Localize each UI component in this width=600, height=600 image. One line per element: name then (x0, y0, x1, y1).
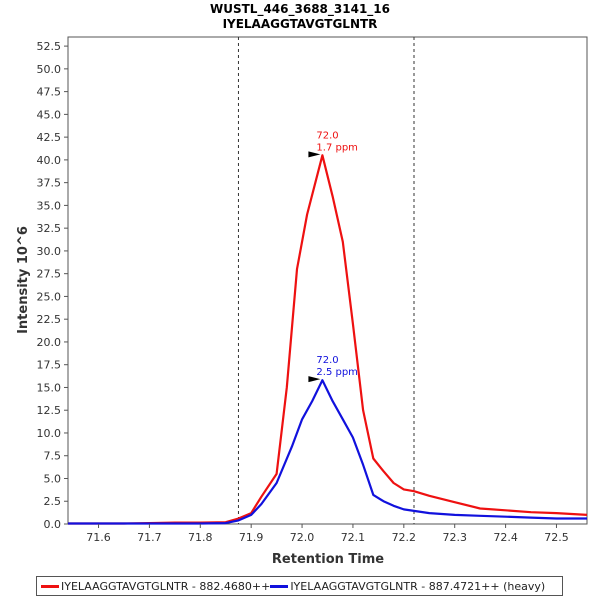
y-tick-label: 20.0 (37, 336, 62, 349)
x-axis-title: Retention Time (272, 552, 384, 567)
x-tick-label: 71.8 (188, 531, 213, 544)
x-tick-label: 72.0 (290, 531, 315, 544)
y-tick-label: 50.0 (37, 63, 62, 76)
peak-ppm-label: 1.7 ppm (316, 142, 358, 153)
y-tick-label: 10.0 (37, 427, 62, 440)
chart-title: WUSTL_446_3688_3141_16 (210, 2, 390, 17)
y-tick-label: 17.5 (37, 359, 62, 372)
y-tick-label: 32.5 (37, 222, 62, 235)
peak-rt-label: 72.0 (316, 355, 338, 366)
y-tick-label: 15.0 (37, 381, 62, 394)
x-axis-ticks: 71.6 71.7 71.8 71.9 72.0 72.1 72.2 72.3 72.4 72.5 (86, 524, 569, 544)
y-tick-label: 52.5 (37, 40, 62, 53)
plot-area (67, 36, 588, 525)
x-tick-label: 72.4 (493, 531, 518, 544)
y-tick-label: 35.0 (37, 199, 62, 212)
legend-swatch-heavy (270, 584, 289, 588)
y-tick-label: 42.5 (37, 131, 62, 144)
y-tick-label: 40.0 (37, 154, 62, 167)
legend-item-light: IYELAAGGTAVGTGLNTR - 882.4680++ (41, 580, 270, 593)
peak-arrow (308, 376, 321, 383)
y-axis-ticks: 0.0 2.5 5.0 7.5 10.0 12.5 15.0 17.5 20.0 22.5 25.0… (37, 40, 68, 531)
y-tick-label: 0.0 (44, 518, 62, 531)
y-tick-label: 37.5 (37, 177, 62, 190)
y-tick-label: 25.0 (37, 290, 62, 303)
peak-arrow (308, 151, 321, 158)
x-tick-label: 72.2 (392, 531, 417, 544)
peak-rt-label: 72.0 (316, 130, 338, 141)
y-tick-label: 7.5 (44, 450, 62, 463)
y-tick-label: 22.5 (37, 313, 62, 326)
x-tick-label: 72.3 (442, 531, 467, 544)
series-line-heavy (68, 379, 587, 525)
x-tick-label: 72.5 (544, 531, 569, 544)
y-tick-label: 47.5 (37, 86, 62, 99)
x-tick-label: 71.9 (239, 531, 264, 544)
x-tick-label: 71.7 (137, 531, 162, 544)
chart-subtitle: IYELAAGGTAVGTGLNTR (223, 17, 378, 31)
y-axis-title: Intensity 10^6 (16, 226, 31, 334)
legend-item-heavy: IYELAAGGTAVGTGLNTR - 887.4721++ (heavy) (270, 580, 545, 593)
legend: IYELAAGGTAVGTGLNTR - 882.4680++ IYELAAGG… (36, 576, 563, 596)
x-tick-label: 72.1 (341, 531, 366, 544)
legend-swatch-light (41, 584, 59, 588)
y-tick-label: 30.0 (37, 245, 62, 258)
x-tick-label: 71.6 (86, 531, 111, 544)
y-tick-label: 12.5 (37, 404, 62, 417)
y-tick-label: 2.5 (44, 495, 62, 508)
series-layer (68, 154, 588, 525)
legend-label-heavy: IYELAAGGTAVGTGLNTR - 887.4721++ (heavy) (290, 579, 546, 593)
peak-ppm-label: 2.5 ppm (316, 367, 358, 378)
y-tick-label: 27.5 (37, 268, 62, 281)
legend-label-light: IYELAAGGTAVGTGLNTR - 882.4680++ (61, 579, 271, 593)
y-tick-label: 45.0 (37, 108, 62, 121)
y-tick-label: 5.0 (44, 472, 62, 485)
